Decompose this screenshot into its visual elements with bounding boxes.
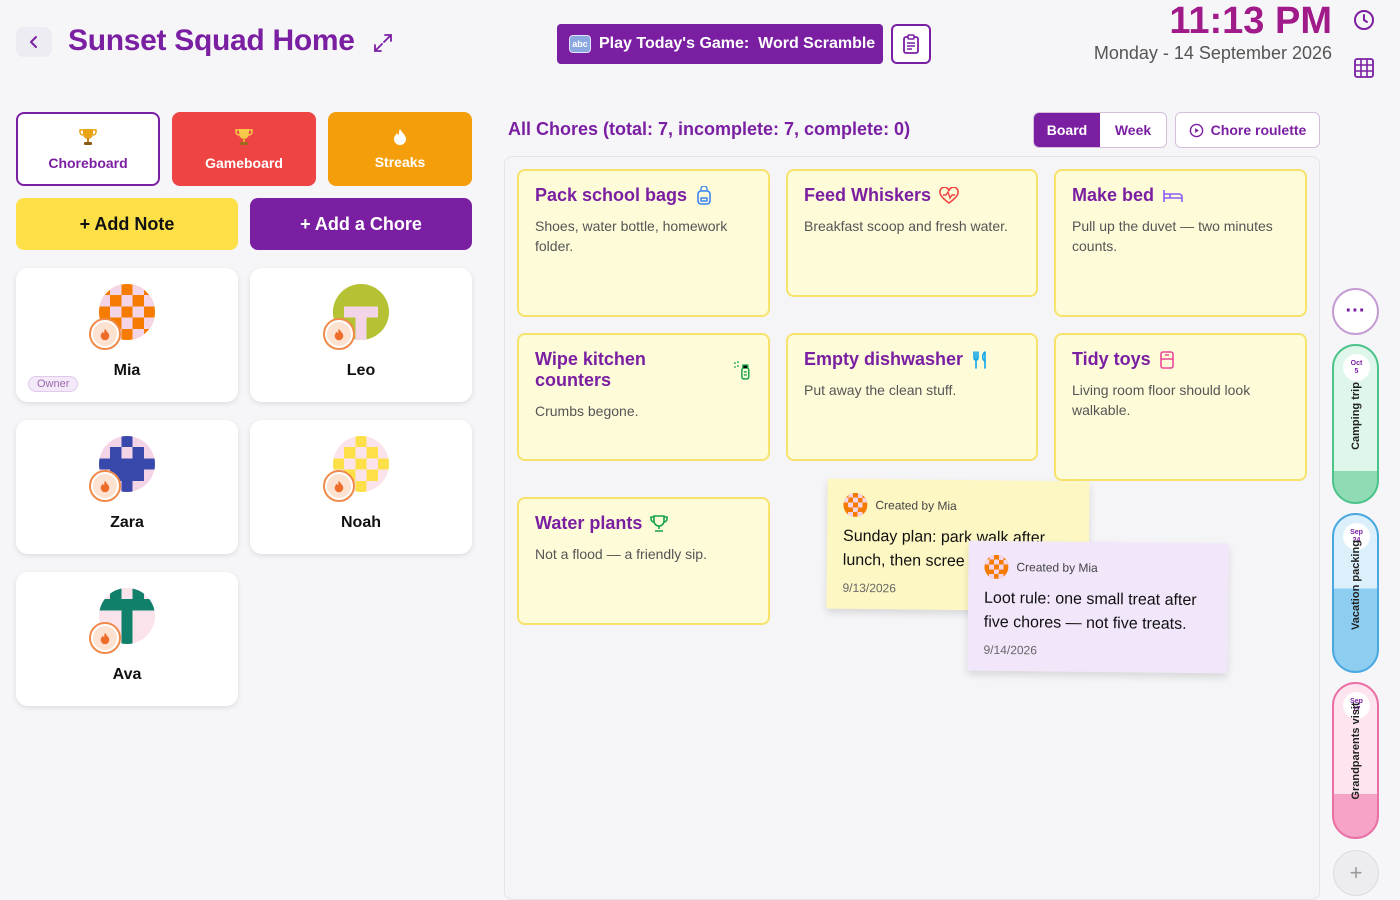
- sticky-note[interactable]: Created by Mia Sunday plan: park walk af…: [826, 478, 1090, 612]
- utensils-icon: [973, 350, 986, 369]
- event-label: Grandparents visit: [1349, 702, 1362, 800]
- event-pill-grandparents-visit[interactable]: Sep 17 Grandparents visit: [1332, 682, 1379, 839]
- note-date: 9/14/2026: [983, 642, 1038, 658]
- abc-icon: abc: [569, 35, 591, 53]
- ellipsis-icon: ···: [1345, 300, 1366, 322]
- tab-streaks[interactable]: Streaks: [328, 112, 472, 186]
- chore-title: Water plants: [535, 513, 643, 533]
- view-board-button[interactable]: Board: [1034, 113, 1100, 147]
- clock-date: Monday - 14 September 2026: [1093, 43, 1332, 63]
- member-card-zara[interactable]: Zara: [16, 420, 238, 554]
- chore-description: Living room floor should look walkable.: [1072, 382, 1251, 418]
- streak-flame-icon: [323, 470, 355, 502]
- member-card-ava[interactable]: Ava: [16, 572, 238, 706]
- add-chore-button[interactable]: + Add a Chore: [250, 198, 472, 250]
- event-date-chip: Sep 24: [1343, 523, 1370, 550]
- play-game-label: Play Today's Game: Word Scramble: [599, 35, 876, 52]
- trophy-icon: [650, 514, 669, 532]
- chore-card[interactable]: Pack school bags Shoes, water bottle, ho…: [517, 169, 770, 317]
- chore-description: Shoes, water bottle, homework folder.: [535, 218, 728, 254]
- streak-flame-icon: [89, 622, 121, 654]
- calendar-grid-icon[interactable]: [1353, 57, 1375, 79]
- heart-pulse-icon: [939, 186, 959, 204]
- expand-icon[interactable]: [372, 32, 394, 54]
- page-title: Sunset Squad Home: [68, 24, 355, 57]
- chore-card[interactable]: Feed Whiskers Breakfast scoop and fresh …: [786, 169, 1038, 297]
- chore-description: Breakfast scoop and fresh water.: [804, 218, 1008, 234]
- tab-choreboard-label: Choreboard: [48, 155, 128, 171]
- tab-choreboard[interactable]: Choreboard: [16, 112, 160, 186]
- chore-card[interactable]: Empty dishwasher Put away the clean stuf…: [786, 333, 1038, 461]
- flame-icon: [394, 129, 406, 145]
- clock-time: 11:13 PM: [1169, 0, 1332, 42]
- note-creator: Created by Mia: [1016, 560, 1098, 575]
- chore-title: Tidy toys: [1072, 349, 1151, 369]
- clipboard-icon: [903, 34, 919, 54]
- chore-title: Empty dishwasher: [804, 349, 964, 369]
- back-button[interactable]: [16, 27, 52, 57]
- chore-description: Crumbs begone.: [535, 403, 639, 419]
- event-date-chip: Sep 17: [1343, 692, 1370, 719]
- chore-card[interactable]: Make bed Pull up the duvet — two minutes…: [1054, 169, 1307, 317]
- avatar: [843, 492, 868, 518]
- bed-icon: [1163, 189, 1183, 202]
- avatar: [984, 554, 1009, 580]
- view-toggle: Board Week: [1033, 112, 1167, 148]
- member-name: Zara: [110, 514, 144, 531]
- clock-icon[interactable]: [1353, 9, 1375, 31]
- chevron-left-icon: [30, 36, 37, 48]
- member-card-leo[interactable]: Leo: [250, 268, 472, 402]
- chore-roulette-label: Chore roulette: [1210, 122, 1307, 138]
- member-card-mia[interactable]: Mia Owner: [16, 268, 238, 402]
- sticky-note[interactable]: Created by Mia Loot rule: one small trea…: [967, 540, 1229, 674]
- streak-flame-icon: [89, 318, 121, 350]
- tab-streaks-label: Streaks: [374, 154, 426, 170]
- play-circle-icon: [1189, 123, 1203, 137]
- member-name: Ava: [112, 666, 142, 683]
- chore-description: Pull up the duvet — two minutes counts.: [1072, 218, 1273, 254]
- chore-card[interactable]: Tidy toys Living room floor should look …: [1054, 333, 1307, 481]
- streak-flame-icon: [89, 470, 121, 502]
- chore-title: Pack school bags: [535, 185, 688, 205]
- chore-title: Feed Whiskers: [804, 185, 932, 205]
- chore-description: Put away the clean stuff.: [804, 382, 957, 398]
- member-name: Noah: [341, 514, 381, 531]
- add-event-button[interactable]: +: [1333, 850, 1379, 896]
- toy-box-icon: [1159, 350, 1174, 369]
- clipboard-button[interactable]: [891, 24, 931, 64]
- owner-badge: Owner: [28, 376, 79, 392]
- trophy-icon: [79, 129, 97, 145]
- trophy-icon: [235, 129, 253, 145]
- note-body: Loot rule: one small treat after five ch…: [983, 589, 1197, 633]
- play-game-button[interactable]: abc Play Today's Game: Word Scramble: [557, 24, 883, 64]
- tab-gameboard-label: Gameboard: [205, 155, 283, 171]
- event-pill-camping-trip[interactable]: Oct 5 Camping trip: [1332, 344, 1379, 504]
- streak-flame-icon: [323, 318, 355, 350]
- add-note-button[interactable]: + Add Note: [16, 198, 238, 250]
- event-date-chip: Oct 5: [1343, 354, 1370, 381]
- plus-icon: +: [1349, 860, 1363, 885]
- member-name: Leo: [346, 362, 376, 379]
- chores-summary: All Chores (total: 7, incomplete: 7, com…: [508, 119, 911, 139]
- spray-bottle-icon: [734, 361, 750, 380]
- chore-description: Not a flood — a friendly sip.: [535, 546, 707, 562]
- event-pill-vacation-packing[interactable]: Sep 24 Vacation packing: [1332, 513, 1379, 673]
- chore-card[interactable]: Water plants Not a flood — a friendly si…: [517, 497, 770, 625]
- more-options-button[interactable]: ···: [1332, 288, 1379, 335]
- chore-card[interactable]: Wipe kitchen counters Crumbs begone.: [517, 333, 770, 461]
- event-label: Camping trip: [1349, 382, 1362, 450]
- tab-gameboard[interactable]: Gameboard: [172, 112, 316, 186]
- event-label: Vacation packing: [1349, 540, 1362, 630]
- member-name: Mia: [113, 362, 141, 379]
- chore-title: Make bed: [1072, 185, 1155, 205]
- chore-title: Wipe kitchen counters: [535, 349, 646, 390]
- member-card-noah[interactable]: Noah: [250, 420, 472, 554]
- chore-roulette-button[interactable]: Chore roulette: [1175, 112, 1320, 148]
- view-week-button[interactable]: Week: [1114, 122, 1152, 138]
- note-creator: Created by Mia: [875, 498, 957, 513]
- backpack-icon: [697, 185, 711, 205]
